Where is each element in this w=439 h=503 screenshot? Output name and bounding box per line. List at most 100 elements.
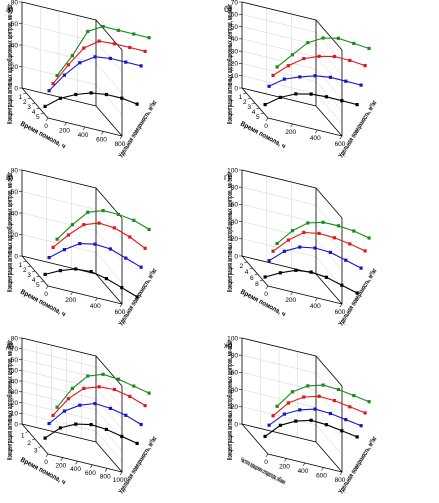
- data-point: [355, 435, 359, 439]
- x-tick: [95, 297, 98, 302]
- x-tick-label: 200: [285, 297, 296, 304]
- gridline: [241, 1, 343, 51]
- z-tick-label: 50: [11, 368, 19, 375]
- data-point: [143, 246, 147, 250]
- t-axis-label: Время помола, ч: [19, 121, 66, 151]
- t-tick: [23, 260, 27, 263]
- x-tick: [75, 461, 78, 465]
- t-tick: [31, 438, 36, 441]
- x-tick: [60, 457, 64, 461]
- z-tick-label: 70: [231, 0, 239, 6]
- x-tick-label: 0: [44, 291, 48, 298]
- data-point: [116, 28, 120, 32]
- x-tick-label: 200: [55, 463, 66, 470]
- z-tick-label: 80: [231, 353, 239, 360]
- data-point: [363, 249, 367, 253]
- data-point: [363, 64, 367, 68]
- x-tick: [290, 123, 293, 128]
- data-point: [124, 60, 128, 64]
- data-point: [70, 386, 74, 390]
- x-tick: [119, 303, 123, 308]
- t-tick-label: 2: [240, 263, 244, 270]
- data-point: [290, 390, 294, 394]
- data-point: [66, 397, 70, 401]
- t-tick: [36, 275, 40, 278]
- data-point: [97, 221, 101, 225]
- t-axis-label: Время помола, ч: [19, 289, 66, 319]
- t-tick: [244, 261, 248, 264]
- z-tick-label: 60: [11, 189, 19, 196]
- x-tick-label: 0: [264, 291, 268, 298]
- panel-label: в): [6, 172, 14, 182]
- gridline: [21, 66, 123, 115]
- t-tick: [249, 267, 253, 270]
- data-point: [51, 245, 55, 249]
- z-tick-label: 60: [231, 370, 239, 377]
- z-tick-label: 40: [231, 387, 239, 394]
- data-point: [286, 64, 290, 68]
- data-point: [336, 36, 340, 40]
- data-point: [363, 411, 367, 415]
- gridline: [241, 221, 343, 270]
- data-point: [139, 64, 143, 68]
- data-point: [147, 227, 151, 231]
- x-tick: [315, 129, 318, 134]
- z-tick-label: 100: [227, 167, 238, 174]
- x-tick: [119, 135, 123, 140]
- x-tick-label: 400: [298, 468, 309, 475]
- data-point: [313, 246, 317, 250]
- gridline: [241, 169, 343, 219]
- chart-panel: 020406080020040060080012345Концентрация …: [6, 0, 159, 159]
- t-tick-label: 8: [255, 281, 259, 288]
- data-point: [55, 405, 59, 409]
- data-point: [47, 421, 51, 426]
- gridline: [241, 26, 343, 75]
- data-point: [306, 221, 310, 225]
- data-point: [112, 226, 116, 230]
- gridline: [241, 187, 343, 236]
- data-point: [62, 409, 66, 413]
- t-tick-label: 2: [23, 99, 27, 106]
- data-point: [309, 270, 313, 274]
- gridline: [241, 38, 343, 87]
- data-point: [294, 92, 298, 96]
- data-point: [135, 102, 139, 106]
- z-tick-label: 20: [11, 400, 19, 407]
- data-point: [348, 405, 352, 409]
- y-axis-label: Концентрация активных адсорбционных цент…: [6, 4, 14, 124]
- data-point: [120, 96, 124, 100]
- z-tick-label: 60: [11, 21, 19, 28]
- data-point: [62, 248, 66, 252]
- x-tick: [265, 285, 269, 290]
- data-point: [321, 36, 325, 40]
- data-point: [51, 413, 55, 417]
- data-point: [298, 408, 302, 412]
- gridline: [241, 238, 343, 287]
- data-point: [89, 270, 93, 274]
- x-tick-label: 200: [285, 129, 296, 136]
- data-point: [143, 49, 147, 53]
- panel-label: д): [6, 340, 14, 350]
- data-point: [367, 46, 371, 51]
- panel-label: а): [6, 4, 14, 14]
- data-point: [86, 29, 90, 33]
- data-point: [51, 82, 55, 86]
- data-point: [112, 42, 116, 46]
- t-tick-label: 1: [21, 433, 25, 440]
- data-point: [70, 223, 74, 227]
- x-axis-label: Удельная поверхность, м²/кг: [338, 435, 379, 495]
- data-point: [306, 41, 310, 45]
- panel-label: б): [224, 4, 232, 14]
- data-point: [367, 236, 371, 240]
- x-tick-label: 400: [90, 303, 101, 310]
- data-point: [116, 377, 120, 381]
- data-point: [290, 229, 294, 233]
- data-point: [359, 266, 363, 270]
- x-tick-label: 600: [316, 473, 327, 480]
- data-point: [286, 401, 290, 405]
- t-tick-label: 1: [19, 94, 23, 101]
- data-point: [55, 73, 59, 78]
- y-axis-label: Концентрация активных адсорбционных цент…: [6, 340, 14, 460]
- x-tick: [45, 285, 49, 290]
- data-point: [132, 218, 136, 222]
